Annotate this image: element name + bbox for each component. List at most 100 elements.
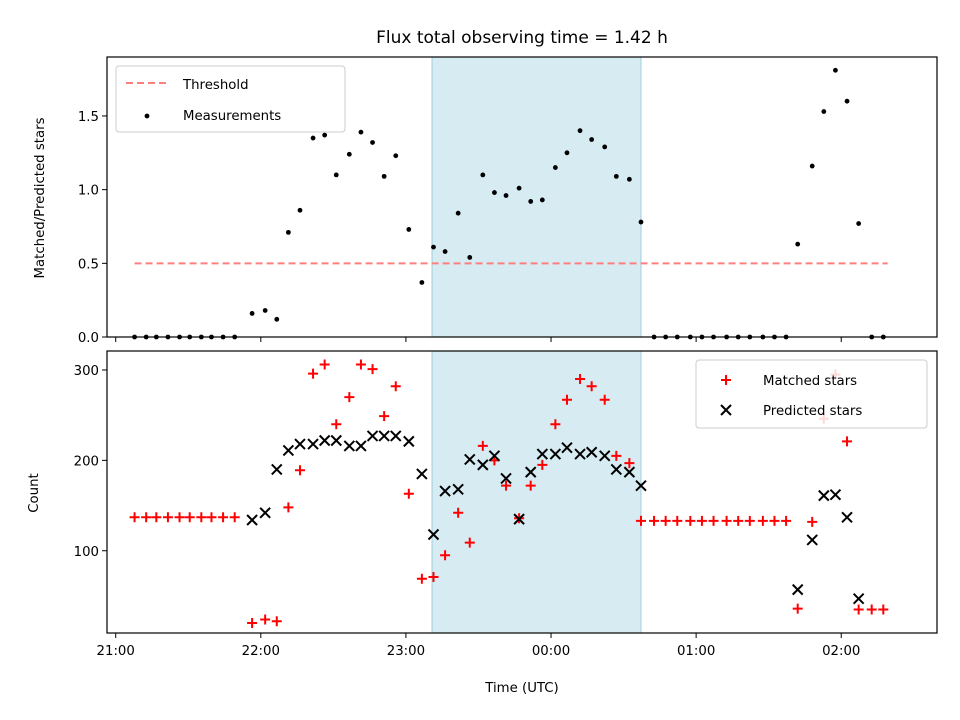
matched-stars-point — [757, 515, 768, 526]
measurement-point — [480, 172, 486, 178]
top-y-axis-label: Matched/Predicted stars — [33, 117, 48, 278]
legend-measurements-label: Measurements — [183, 109, 281, 124]
legend-threshold-label: Threshold — [182, 78, 249, 93]
matched-stars-point — [721, 515, 732, 526]
matched-stars-point — [129, 512, 140, 523]
matched-stars-point — [660, 515, 671, 526]
measurement-point — [626, 176, 632, 182]
matched-stars-point — [390, 381, 401, 392]
matched-stars-point — [624, 458, 635, 469]
measurement-point — [564, 150, 570, 156]
matched-stars-point — [733, 515, 744, 526]
measurement-point — [589, 137, 595, 142]
matched-stars-point — [260, 614, 271, 625]
chart-title: Flux total observing time = 1.42 h — [376, 28, 668, 48]
predicted-stars-point — [427, 528, 440, 541]
x-tick-label: 02:00 — [822, 644, 860, 659]
predicted-stars-point — [829, 489, 842, 501]
predicted-stars-point — [307, 438, 319, 450]
matched-stars-point — [464, 537, 475, 548]
predicted-stars-point — [635, 479, 647, 492]
measurement-point — [393, 153, 399, 159]
predicted-stars-point — [355, 440, 367, 452]
matched-stars-point — [781, 515, 792, 526]
predicted-stars-point — [513, 513, 525, 525]
measurement-point — [455, 210, 461, 216]
predicted-stars-point — [416, 468, 428, 480]
matched-stars-point — [575, 374, 586, 385]
measurement-point — [528, 199, 534, 204]
measurement-point — [431, 244, 436, 250]
predicted-stars-point — [623, 466, 636, 478]
matched-stars-point — [218, 512, 229, 523]
matched-stars-point — [379, 411, 390, 422]
measurement-point — [613, 173, 619, 179]
measurement-point — [381, 173, 387, 179]
matched-stars-point — [561, 394, 572, 405]
predicted-stars-point — [378, 430, 390, 442]
matched-stars-point — [271, 616, 282, 627]
measurement-point — [370, 140, 375, 145]
predicted-stars-point — [477, 459, 489, 471]
measurement-point — [322, 132, 328, 138]
top-panel-frame — [106, 56, 938, 338]
matched-stars-point — [174, 512, 185, 523]
matched-stars-point — [344, 392, 355, 403]
x-tick-label: 23:00 — [387, 644, 425, 659]
predicted-stars-point — [403, 435, 415, 448]
observing-window-span — [431, 56, 642, 338]
matched-stars-point — [672, 515, 683, 526]
matched-stars-point — [141, 512, 152, 523]
predicted-stars-point — [791, 583, 804, 596]
predicted-stars-point — [841, 511, 853, 524]
predicted-stars-point — [599, 450, 611, 462]
measurement-point — [821, 109, 827, 114]
measurement-point — [346, 151, 352, 157]
matched-stars-point — [151, 512, 162, 523]
matched-stars-point — [525, 480, 536, 491]
matched-stars-point — [247, 618, 258, 629]
predicted-stars-point — [271, 463, 283, 476]
predicted-stars-point — [464, 453, 476, 466]
measurement-point — [467, 255, 473, 260]
matched-stars-point — [769, 515, 780, 526]
x-tick-label: 22:00 — [242, 644, 280, 659]
legend-predicted-swatch — [720, 404, 732, 416]
predicted-stars-point — [366, 430, 379, 442]
bottom-legend — [695, 359, 928, 429]
matched-stars-point — [853, 604, 864, 615]
measurement-point — [310, 135, 316, 141]
measurement-point — [358, 129, 364, 135]
predicted-stars-point — [574, 448, 586, 460]
predicted-stars-point — [343, 440, 356, 452]
matched-stars-point — [599, 394, 610, 405]
matched-stars-point — [550, 419, 561, 430]
predicted-stars-point — [561, 442, 573, 454]
matched-stars-point — [696, 515, 707, 526]
matched-stars-point — [196, 512, 207, 523]
y-tick-label: 0.0 — [78, 331, 99, 346]
legend-predicted-label: Predicted stars — [763, 404, 862, 419]
matched-stars-point — [162, 512, 173, 523]
matched-stars-point — [403, 488, 414, 499]
measurement-point — [503, 193, 509, 198]
matched-stars-point — [184, 512, 195, 523]
matched-stars-point — [308, 368, 319, 379]
matched-stars-point — [331, 419, 342, 430]
measurement-point — [844, 98, 850, 104]
predicted-stars-point — [246, 514, 258, 526]
predicted-stars-point — [294, 438, 306, 450]
predicted-stars-point — [549, 448, 562, 460]
measurement-point — [492, 190, 497, 195]
predicted-stars-point — [536, 448, 549, 460]
matched-stars-point — [744, 515, 755, 526]
x-tick-label: 21:00 — [97, 644, 135, 659]
matched-stars-point — [708, 515, 719, 526]
measurement-point — [297, 207, 303, 213]
measurement-point — [856, 221, 862, 226]
legend-matched-swatch — [721, 375, 731, 385]
matched-stars-point — [229, 512, 240, 523]
predicted-stars-point — [282, 444, 295, 457]
top-legend — [115, 65, 346, 133]
measurement-point — [602, 144, 608, 150]
